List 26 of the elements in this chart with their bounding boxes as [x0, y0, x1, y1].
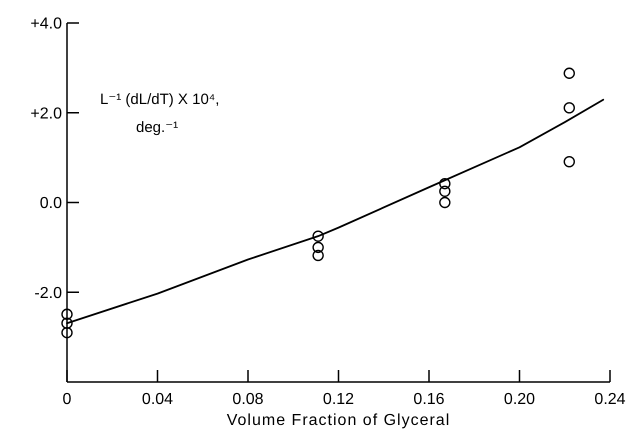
point — [61, 326, 73, 338]
annotation: deg.⁻¹ — [136, 119, 178, 136]
point — [61, 308, 73, 320]
point — [564, 68, 575, 79]
x-tick-label: 0.08 — [232, 391, 264, 408]
y-tick-label: 0.0 — [40, 195, 62, 212]
point — [312, 250, 324, 262]
point — [312, 242, 324, 254]
y-tick-label: -2.0 — [34, 284, 62, 302]
x-tick-label: 0 — [62, 391, 72, 408]
point — [312, 230, 324, 242]
x-tick-label: 0.16 — [413, 391, 445, 408]
x-tick-label: 0.20 — [504, 391, 536, 408]
x-tick-label: 0.12 — [322, 391, 354, 408]
point — [439, 178, 451, 190]
point — [564, 156, 575, 168]
y-tick-label: +4.0 — [30, 16, 62, 33]
point — [439, 196, 451, 208]
x-axis-title: Volume Fraction of Glyceral — [226, 412, 450, 429]
point — [61, 318, 73, 329]
point — [439, 186, 451, 197]
x-tick-label: 0.04 — [142, 391, 174, 408]
x-tick-label: 0.24 — [594, 391, 626, 408]
point — [564, 102, 575, 114]
y-tick-label: +2.0 — [30, 105, 62, 122]
annotation: L⁻¹ (dL/dT) X 10⁴, — [100, 91, 220, 108]
